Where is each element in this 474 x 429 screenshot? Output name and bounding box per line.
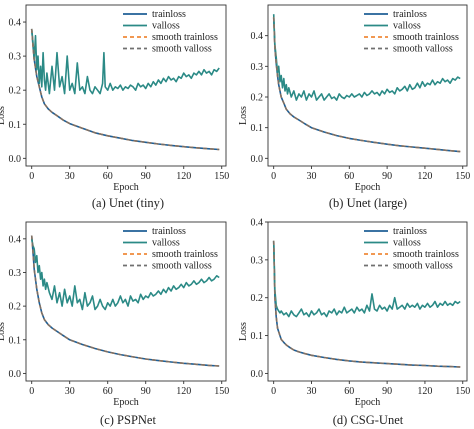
y-tick-label: 0.1 (9, 120, 22, 131)
y-tick-label: 0.1 (251, 123, 264, 134)
series-line-smooth-valloss (31, 28, 220, 151)
y-tick-label: 0.4 (9, 234, 22, 245)
y-axis-label: Loss (238, 106, 249, 125)
x-tick-label: 150 (455, 171, 470, 182)
x-tick-label: 120 (417, 171, 432, 182)
legend-label-trainloss: trainloss (393, 226, 427, 237)
x-tick-label: 60 (103, 386, 113, 397)
chart-panel-csg-unet: 0 30 60 90 120 150 0.0 0.1 0.2 0.3 0.4 Epoch Loss tra… (238, 218, 470, 409)
x-tick-label: 60 (344, 386, 354, 397)
x-tick-label: 150 (455, 386, 470, 397)
series-line-valloss (30, 28, 220, 95)
panel-caption: (c) PSPNet (100, 413, 156, 427)
series-line-valloss (272, 14, 461, 101)
plot-frame (25, 221, 227, 382)
y-tick-label: 0.3 (251, 255, 264, 266)
y-tick-label: 0.3 (251, 62, 264, 73)
panel-caption: (d) CSG-Unet (333, 413, 404, 427)
x-tick-label: 30 (65, 171, 75, 182)
y-tick-label: 0.3 (9, 52, 22, 63)
x-axis-label: Epoch (355, 397, 381, 408)
y-tick-label: 0.0 (251, 369, 264, 380)
x-tick-label: 0 (29, 171, 34, 182)
plot-frame (267, 4, 468, 167)
x-tick-label: 0 (29, 386, 34, 397)
x-tick-label: 30 (306, 171, 316, 182)
y-tick-label: 0.0 (9, 154, 22, 165)
chart-panel-pspnet: 0 30 60 90 120 150 0.0 0.1 0.2 0.3 0.4 Epoch Loss tra… (0, 221, 229, 408)
x-tick-label: 90 (141, 171, 151, 182)
x-tick-label: 150 (214, 386, 229, 397)
y-tick-label: 0.4 (251, 218, 264, 229)
plot-frame (267, 221, 468, 382)
y-tick-label: 0.4 (251, 31, 264, 42)
y-tick-label: 0.0 (251, 154, 264, 165)
x-axis-label: Epoch (355, 182, 381, 193)
legend-label-valloss: valloss (393, 21, 421, 32)
panel-caption: (b) Unet (large) (329, 196, 407, 210)
panel-caption: (a) Unet (tiny) (92, 196, 164, 210)
legend-label-smooth-valloss: smooth valloss (152, 261, 212, 272)
y-tick-label: 0.2 (9, 86, 22, 97)
y-tick-label: 0.1 (251, 331, 264, 342)
x-tick-label: 30 (65, 386, 75, 397)
x-tick-label: 60 (103, 171, 113, 182)
y-tick-label: 0.2 (9, 302, 22, 313)
series-line-smooth-valloss (273, 240, 461, 368)
series-line-smooth-valloss (31, 235, 220, 367)
x-tick-label: 30 (306, 386, 316, 397)
x-tick-label: 120 (176, 171, 191, 182)
x-tick-label: 120 (417, 386, 432, 397)
legend-label-smooth-trainloss: smooth trainloss (152, 32, 218, 43)
y-tick-label: 0.4 (9, 18, 22, 29)
legend-label-trainloss: trainloss (393, 9, 427, 20)
x-tick-label: 0 (271, 171, 276, 182)
y-axis-label: Loss (0, 322, 7, 341)
legend-label-valloss: valloss (393, 238, 421, 249)
y-tick-label: 0.3 (9, 268, 22, 279)
x-tick-label: 90 (382, 386, 392, 397)
y-axis-label: Loss (0, 106, 7, 125)
series-line-valloss (272, 240, 461, 318)
x-tick-label: 60 (344, 171, 354, 182)
legend-label-trainloss: trainloss (152, 226, 186, 237)
legend-label-valloss: valloss (152, 21, 180, 32)
x-tick-label: 90 (382, 171, 392, 182)
series-line-valloss (30, 238, 220, 311)
legend-label-smooth-trainloss: smooth trainloss (393, 32, 459, 43)
x-tick-label: 120 (176, 386, 191, 397)
series-line-smooth-valloss (273, 17, 461, 153)
y-axis-label: Loss (238, 322, 249, 341)
y-tick-label: 0.0 (9, 369, 22, 380)
chart-panel-unet-tiny: 0 30 60 90 120 150 0.0 0.1 0.2 0.3 0.4 Epoch Loss tra… (0, 4, 229, 193)
legend-label-smooth-valloss: smooth valloss (393, 261, 453, 272)
legend-label-valloss: valloss (152, 238, 180, 249)
x-axis-label: Epoch (113, 397, 139, 408)
y-tick-label: 0.2 (251, 93, 264, 104)
legend-label-smooth-trainloss: smooth trainloss (393, 249, 459, 260)
legend-label-smooth-trainloss: smooth trainloss (152, 249, 218, 260)
x-axis-label: Epoch (113, 182, 139, 193)
x-tick-label: 90 (141, 386, 151, 397)
x-tick-label: 0 (271, 386, 276, 397)
legend-label-smooth-valloss: smooth valloss (393, 44, 453, 55)
y-tick-label: 0.1 (9, 335, 22, 346)
x-tick-label: 150 (214, 171, 229, 182)
legend-label-smooth-valloss: smooth valloss (152, 44, 212, 55)
y-tick-label: 0.2 (251, 293, 264, 304)
chart-panel-unet-large: 0 30 60 90 120 150 0.0 0.1 0.2 0.3 0.4 Epoch Loss tra… (238, 4, 470, 193)
plot-frame (25, 4, 227, 167)
legend-label-trainloss: trainloss (152, 9, 186, 20)
